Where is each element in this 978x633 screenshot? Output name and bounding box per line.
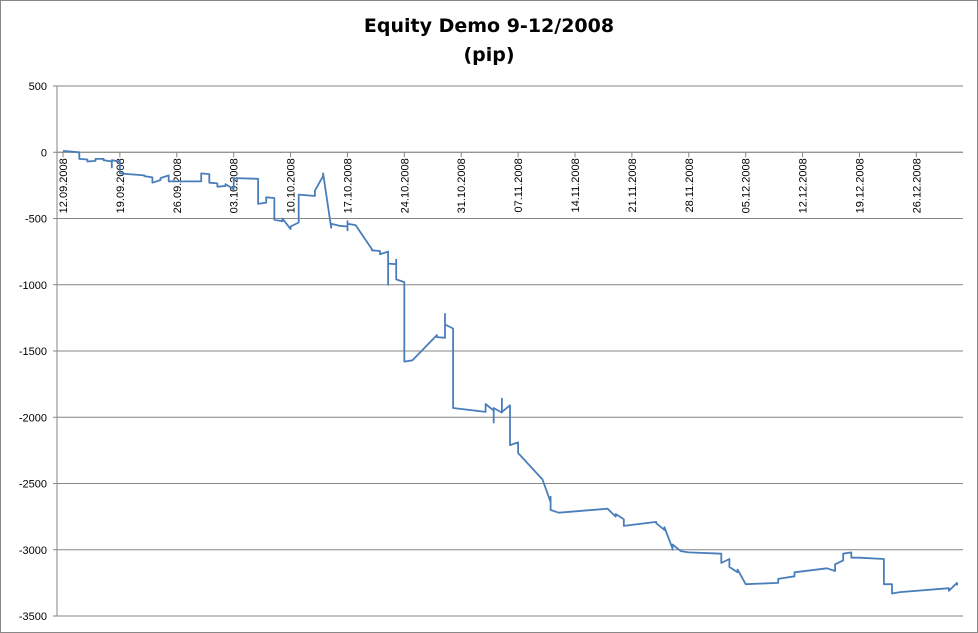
x-tick-label: 19.12.2008 <box>854 158 866 213</box>
x-tick-label: 21.11.2008 <box>627 158 639 212</box>
x-tick-label: 07.11.2008 <box>513 158 525 212</box>
chart-title: Equity Demo 9-12/2008 <box>363 15 615 37</box>
x-tick-label: 03.10.2008 <box>229 158 241 213</box>
x-tick-label: 05.12.2008 <box>741 158 753 213</box>
y-tick-label: -500 <box>25 214 47 226</box>
y-tick-label: -1000 <box>19 280 47 292</box>
y-tick-label: -2500 <box>19 479 47 491</box>
x-tick-label: 19.09.2008 <box>115 158 127 213</box>
x-tick-label: 12.12.2008 <box>798 158 810 213</box>
x-tick-label: 14.11.2008 <box>570 158 582 212</box>
x-tick-label: 28.11.2008 <box>684 158 696 212</box>
y-tick-label: -3000 <box>19 545 47 557</box>
series-layer <box>62 150 958 595</box>
y-axis-ticks: 500 0 -500 -1000 -1500 -2000 -2500 -3000 -3500 <box>19 81 47 623</box>
x-tick-label: 10.10.2008 <box>286 158 298 213</box>
y-tick-label: 0 <box>41 147 47 159</box>
y-tick-label: -2000 <box>19 412 47 424</box>
axes <box>53 85 963 617</box>
y-tick-label: -1500 <box>19 346 47 358</box>
x-tick-label: 26.09.2008 <box>172 158 184 213</box>
x-axis-ticks: 12.09.2008 19.09.2008 26.09.2008 03.10.2008… <box>58 158 923 213</box>
chart-title-block: Equity Demo 9-12/2008 (pip) <box>0 12 978 70</box>
x-tick-label: 12.09.2008 <box>58 158 70 213</box>
x-tick-label: 17.10.2008 <box>342 158 354 213</box>
equity-series-line <box>62 150 958 595</box>
gridlines <box>57 85 963 617</box>
x-tick-label: 31.10.2008 <box>456 158 468 213</box>
x-tick-label: 26.12.2008 <box>911 158 923 213</box>
x-tick-label: 24.10.2008 <box>399 158 411 213</box>
y-tick-label: -3500 <box>19 611 47 623</box>
y-tick-label: 500 <box>29 81 47 93</box>
chart-subtitle: (pip) <box>463 44 515 66</box>
